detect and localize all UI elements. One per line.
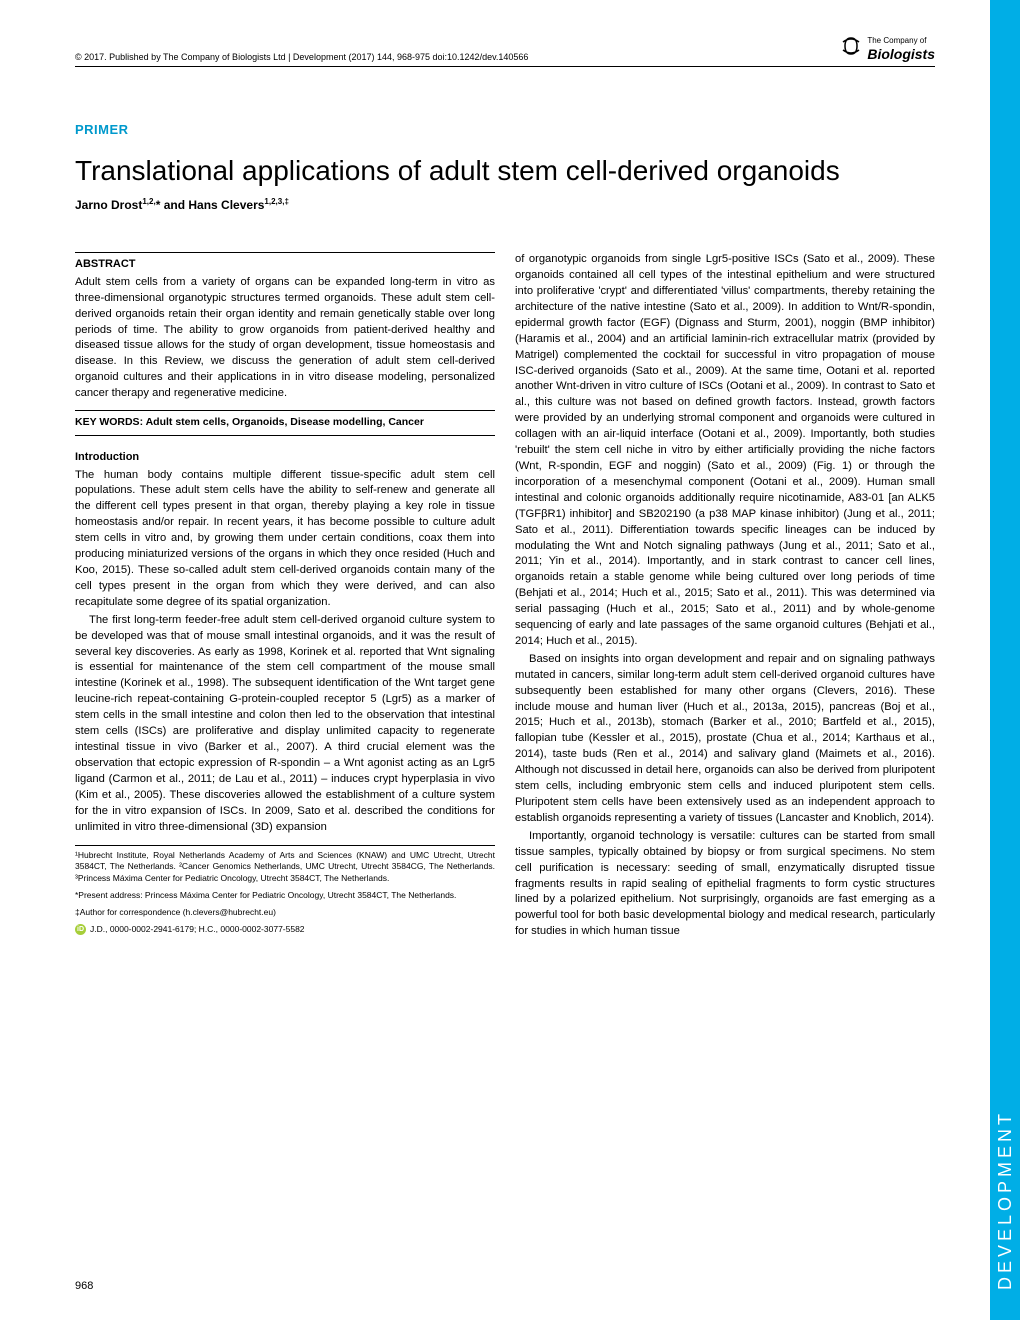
intro-para-2: The first long-term feeder-free adult st… bbox=[75, 613, 495, 836]
abstract-heading: ABSTRACT bbox=[75, 252, 495, 273]
copyright-line: © 2017. Published by The Company of Biol… bbox=[75, 52, 528, 62]
col2-para-2: Based on insights into organ development… bbox=[515, 652, 935, 827]
page-content: © 2017. Published by The Company of Biol… bbox=[75, 30, 935, 940]
orcid-ids: J.D., 0000-0002-2941-6179; H.C., 0000-00… bbox=[90, 924, 305, 935]
intro-para-1: The human body contains multiple differe… bbox=[75, 468, 495, 611]
col2-para-3: Importantly, organoid technology is vers… bbox=[515, 829, 935, 940]
page-number: 968 bbox=[75, 1280, 93, 1292]
author-line: Jarno Drost1,2,* and Hans Clevers1,2,3,‡ bbox=[75, 197, 935, 212]
right-column: of organotypic organoids from single Lgr… bbox=[515, 252, 935, 940]
logo-text: The Company of Biologists bbox=[867, 30, 935, 62]
col2-para-1: of organotypic organoids from single Lgr… bbox=[515, 252, 935, 650]
keywords-block: KEY WORDS: Adult stem cells, Organoids, … bbox=[75, 410, 495, 436]
correspondence: ‡Author for correspondence (h.clevers@hu… bbox=[75, 907, 495, 918]
section-label: PRIMER bbox=[75, 122, 935, 137]
two-column-body: ABSTRACT Adult stem cells from a variety… bbox=[75, 252, 935, 940]
sidebar-tab: DEVELOPMENT bbox=[990, 0, 1020, 1320]
orcid-icon: iD bbox=[75, 924, 86, 935]
logo-small-text: The Company of bbox=[867, 36, 926, 45]
logo-knot-icon bbox=[839, 34, 863, 58]
left-column: ABSTRACT Adult stem cells from a variety… bbox=[75, 252, 495, 940]
top-header-bar: © 2017. Published by The Company of Biol… bbox=[75, 30, 935, 67]
affiliation-present: *Present address: Princess Máxima Center… bbox=[75, 890, 495, 901]
article-title: Translational applications of adult stem… bbox=[75, 155, 935, 187]
introduction-heading: Introduction bbox=[75, 450, 495, 466]
affiliation-1: ¹Hubrecht Institute, Royal Netherlands A… bbox=[75, 850, 495, 883]
logo-big-text: Biologists bbox=[867, 46, 935, 62]
sidebar-label: DEVELOPMENT bbox=[995, 1110, 1016, 1290]
abstract-body: Adult stem cells from a variety of organ… bbox=[75, 275, 495, 402]
orcid-row: iD J.D., 0000-0002-2941-6179; H.C., 0000… bbox=[75, 924, 495, 935]
keywords-text: KEY WORDS: Adult stem cells, Organoids, … bbox=[75, 416, 424, 428]
affiliations-box: ¹Hubrecht Institute, Royal Netherlands A… bbox=[75, 845, 495, 934]
publisher-logo: The Company of Biologists bbox=[839, 30, 935, 62]
